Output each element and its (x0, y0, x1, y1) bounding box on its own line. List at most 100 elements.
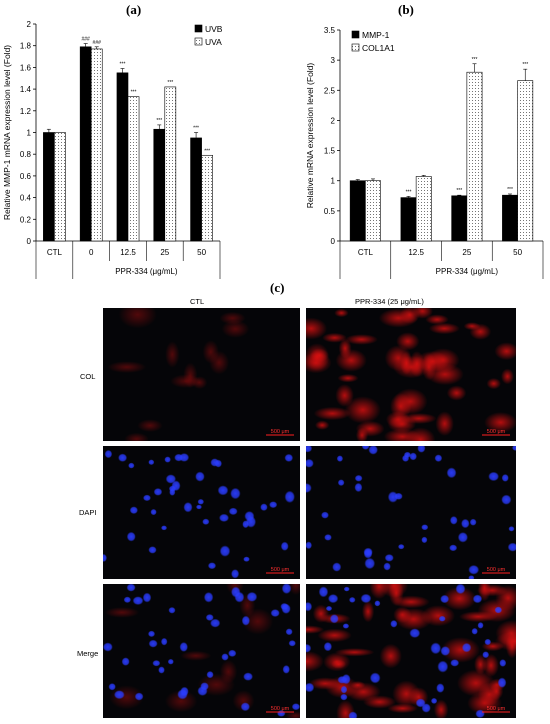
nucleus (361, 446, 370, 450)
nucleus (364, 557, 376, 570)
micrograph-canvas: 500 μm (306, 446, 516, 579)
collagen-signal (288, 584, 300, 596)
nucleus (210, 458, 220, 467)
nucleus (195, 471, 205, 482)
nucleus (174, 453, 184, 462)
nucleus (284, 490, 295, 503)
nucleus (327, 593, 339, 604)
collagen-signal (306, 317, 328, 340)
nucleus (148, 459, 155, 466)
row-label-dapi: DAPI (79, 508, 97, 517)
nucleus (160, 637, 168, 646)
nucleus (369, 672, 381, 684)
collagen-signal (306, 651, 324, 672)
significance-label: *** (120, 61, 126, 67)
scale-bar-label: 500 μm (487, 429, 506, 435)
nucleus (461, 642, 472, 653)
category-label: 0 (89, 248, 94, 257)
y-tick-label: 1.6 (20, 63, 32, 72)
significance-label: *** (204, 148, 210, 154)
nucleus (384, 554, 394, 562)
nucleus (336, 455, 344, 462)
collagen-signal (457, 669, 495, 697)
nucleus (167, 658, 174, 665)
category-label: 25 (462, 248, 471, 257)
nucleus (243, 556, 250, 562)
y-tick-label: 0.4 (20, 194, 32, 203)
nucleus (337, 479, 345, 487)
nucleus (497, 677, 507, 688)
collagen-signal (165, 341, 180, 368)
bar (164, 86, 177, 242)
nucleus (469, 518, 477, 526)
collagen-signal (483, 653, 499, 677)
nucleus (152, 659, 161, 667)
collagen-signal (137, 419, 163, 432)
nucleus (471, 627, 478, 635)
y-tick-label: 1.5 (324, 147, 336, 156)
legend-swatch (194, 37, 203, 46)
collagen-signal (104, 607, 140, 618)
panel-c-letter: (c) (270, 280, 285, 295)
micrograph-col-ppr: 500 μm (306, 308, 516, 441)
collagen-signal (124, 432, 149, 441)
nucleus (134, 692, 144, 701)
micrograph-canvas: 500 μm (306, 584, 516, 718)
nucleus (291, 703, 300, 711)
nucleus (501, 494, 512, 505)
nucleus (306, 643, 312, 653)
legend-label: COL1A1 (362, 43, 395, 53)
nucleus (488, 471, 500, 482)
collagen-signal (355, 420, 385, 437)
nucleus (168, 606, 176, 614)
y-tick-label: 2.5 (324, 86, 336, 95)
collagen-signal (378, 308, 419, 328)
nucleus (243, 672, 254, 681)
nucleus (148, 546, 157, 554)
significance-label: *** (456, 188, 462, 194)
significance-label: *** (156, 118, 162, 124)
significance-label: *** (167, 80, 173, 86)
legend-label: UVB (205, 24, 223, 34)
nucleus (340, 693, 348, 701)
nucleus (126, 584, 136, 592)
collagen-signal (379, 643, 402, 669)
y-tick-label: 1.4 (20, 85, 32, 94)
nucleus (306, 483, 312, 493)
y-tick-label: 1 (27, 129, 32, 138)
collagen-signal (433, 699, 449, 718)
nucleus (129, 506, 139, 515)
nucleus (269, 501, 278, 509)
panel-a-letter: (a) (126, 2, 142, 17)
nucleus (228, 507, 238, 516)
bar (365, 180, 381, 242)
y-axis-label: Relative mRNA expression level (Fold) (305, 63, 315, 209)
nucleus (207, 562, 217, 570)
collagen-signal (426, 348, 460, 372)
nucleus (446, 467, 457, 479)
y-tick-label: 0.5 (324, 207, 336, 216)
nucleus (240, 702, 251, 712)
nucleus (440, 594, 450, 604)
legend-swatch (194, 24, 203, 33)
micrograph-merge-ppr: 500 μm (306, 584, 516, 718)
y-tick-label: 3 (331, 56, 336, 65)
scale-bar-label: 500 μm (271, 429, 290, 435)
micrograph-canvas: 500 μm (306, 308, 516, 441)
nucleus (354, 482, 363, 493)
collagen-signal (469, 323, 492, 340)
bar (201, 154, 213, 242)
collagen-signal (285, 711, 300, 718)
nucleus (103, 642, 113, 652)
nucleus (142, 592, 152, 603)
nucleus (306, 446, 313, 453)
nucleus (348, 596, 356, 603)
category-label: CTL (358, 248, 374, 257)
scale-bar-label: 500 μm (271, 706, 290, 712)
nucleus (348, 711, 358, 718)
y-tick-label: 3.5 (324, 26, 336, 35)
y-tick-label: 1.8 (20, 42, 32, 51)
y-tick-label: 0.6 (20, 172, 32, 181)
bar (466, 71, 483, 242)
nucleus (132, 596, 144, 606)
